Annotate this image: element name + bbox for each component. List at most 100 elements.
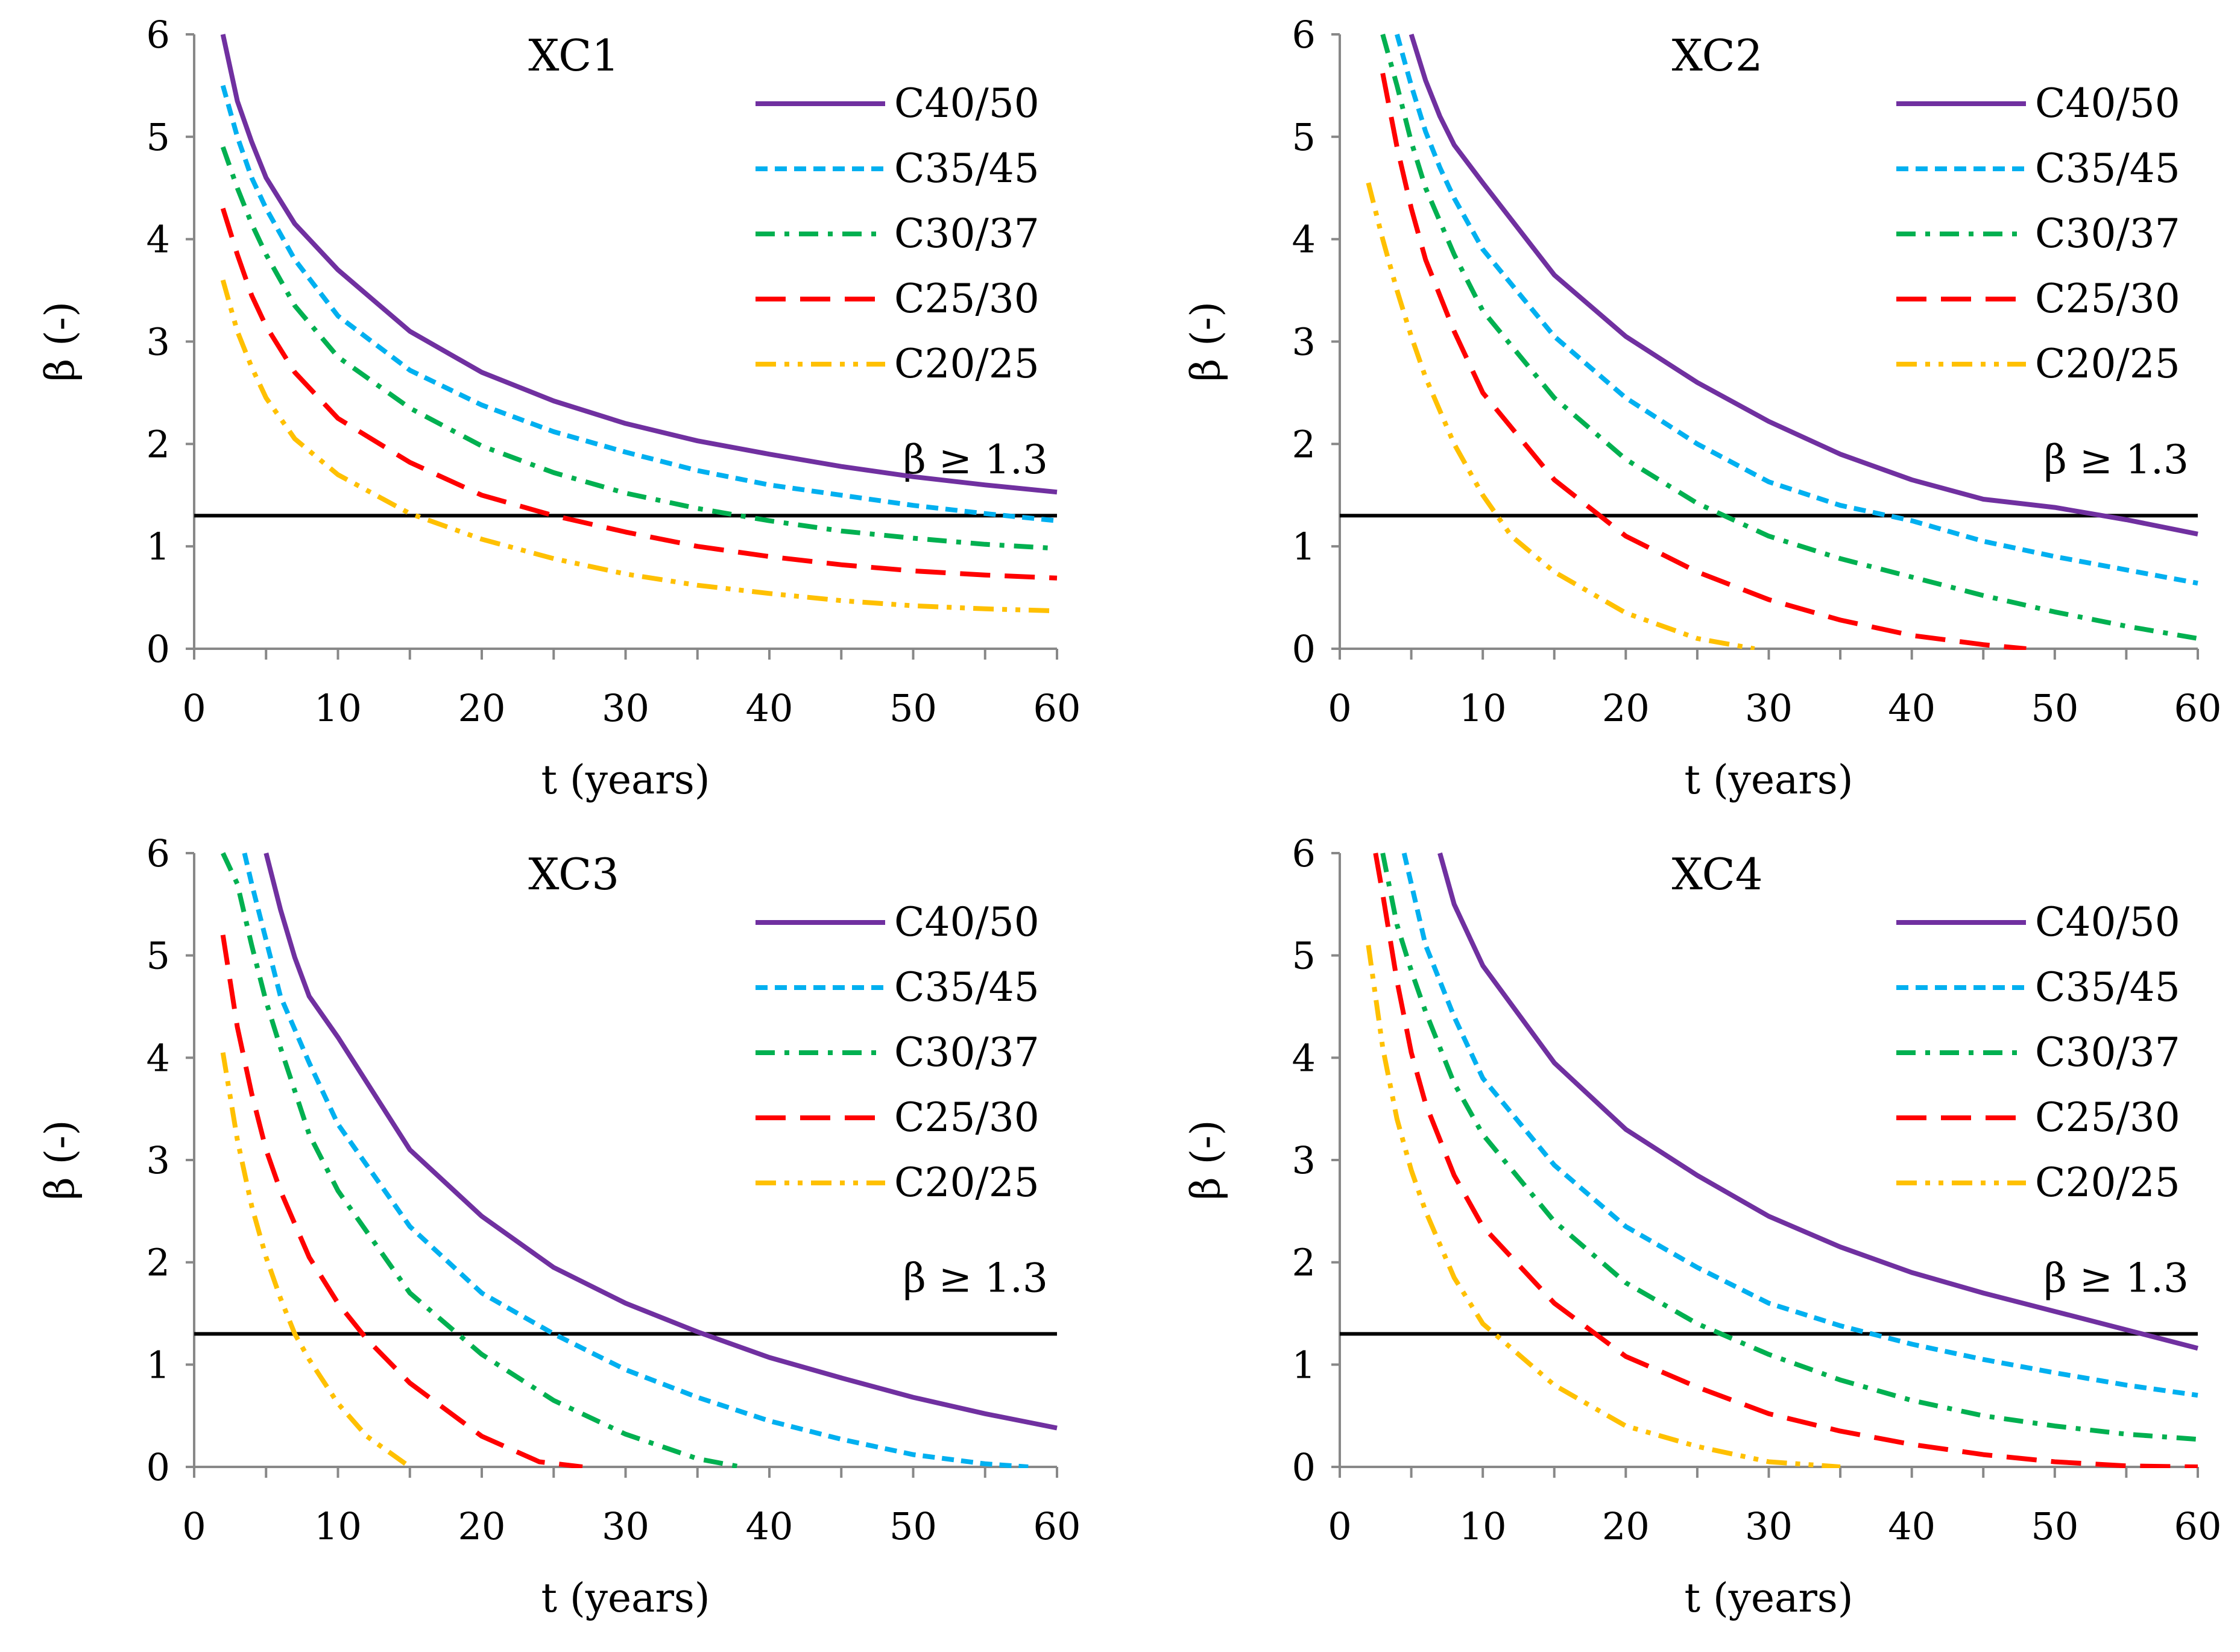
legend-label-c30-37: C30/37 xyxy=(894,1029,1040,1076)
legend-label-c40-50: C40/50 xyxy=(2035,899,2180,945)
series-line-c35-45 xyxy=(1395,33,2198,586)
y-tick-label: 1 xyxy=(1292,1343,1316,1387)
legend-label-c40-50: C40/50 xyxy=(894,899,1040,945)
y-tick-label: 5 xyxy=(1292,934,1316,978)
x-tick-label: 10 xyxy=(1459,686,1507,730)
y-tick-label: 2 xyxy=(147,1241,170,1285)
series-line-c20-25 xyxy=(1366,182,1755,650)
y-tick-label: 2 xyxy=(1292,1241,1316,1285)
threshold-label: β ≥ 1.3 xyxy=(2044,437,2189,483)
series-line-c35-45 xyxy=(1401,853,2198,1398)
series-line-c35-45 xyxy=(242,853,1029,1468)
series-line-c25-30 xyxy=(1380,72,2027,650)
threshold-label: β ≥ 1.3 xyxy=(2044,1255,2189,1301)
x-tick-label: 40 xyxy=(1888,1504,1936,1548)
x-tick-label: 10 xyxy=(314,1504,362,1548)
series-line-c25-30 xyxy=(220,935,583,1468)
x-axis-title: t (years) xyxy=(1684,1575,1853,1621)
y-tick-label: 3 xyxy=(147,320,170,364)
x-tick-label: 50 xyxy=(2031,1504,2078,1548)
series-line-c35-45 xyxy=(220,84,1058,523)
legend-label-c20-25: C20/25 xyxy=(894,1159,1040,1206)
legend-label-c40-50: C40/50 xyxy=(894,80,1040,127)
series-line-c30-37 xyxy=(1380,33,2198,641)
legend-label-c25-30: C25/30 xyxy=(894,1094,1040,1141)
x-tick-label: 50 xyxy=(889,686,937,730)
y-tick-label: 5 xyxy=(147,115,170,159)
x-tick-label: 30 xyxy=(602,686,649,730)
legend-label-c35-45: C35/45 xyxy=(2035,145,2180,192)
y-tick-label: 1 xyxy=(147,1343,170,1387)
y-axis-title: β (-) xyxy=(1182,1120,1229,1200)
x-tick-label: 10 xyxy=(314,686,362,730)
y-tick-label: 4 xyxy=(1292,218,1316,262)
panel-title: XC4 xyxy=(1672,849,1763,900)
series-line-c25-30 xyxy=(220,207,1058,581)
x-tick-label: 30 xyxy=(1745,1504,1793,1548)
legend-label-c30-37: C30/37 xyxy=(2035,210,2180,257)
series-line-c40-50 xyxy=(220,34,1058,495)
y-axis-title: β (-) xyxy=(37,1120,83,1200)
series-line-c30-37 xyxy=(220,146,1058,551)
x-tick-label: 50 xyxy=(889,1504,937,1548)
x-tick-label: 40 xyxy=(1888,686,1936,730)
legend-label-c20-25: C20/25 xyxy=(894,341,1040,387)
y-tick-label: 3 xyxy=(147,1138,170,1182)
y-tick-label: 0 xyxy=(147,627,170,671)
legend-label-c35-45: C35/45 xyxy=(894,964,1040,1010)
x-tick-label: 20 xyxy=(458,686,506,730)
x-tick-label: 60 xyxy=(1033,1504,1081,1548)
series-line-c40-50 xyxy=(263,853,1058,1431)
legend: C40/50 C35/45 C30/37 C25/30 C20/25 xyxy=(1896,899,2180,1206)
x-tick-label: 30 xyxy=(602,1504,649,1548)
y-tick-label: 0 xyxy=(147,1445,170,1489)
y-tick-label: 4 xyxy=(1292,1036,1316,1080)
x-tick-label: 60 xyxy=(1033,686,1081,730)
series-line-c40-50 xyxy=(1437,852,2198,1351)
y-tick-label: 4 xyxy=(147,218,170,262)
panel-title: XC1 xyxy=(528,30,619,81)
panel-title: XC2 xyxy=(1672,30,1763,81)
legend-label-c40-50: C40/50 xyxy=(2035,80,2180,127)
y-tick-label: 6 xyxy=(1292,13,1316,57)
x-tick-label: 20 xyxy=(1602,1504,1650,1548)
x-tick-label: 40 xyxy=(746,1504,793,1548)
y-tick-label: 5 xyxy=(147,934,170,978)
y-tick-label: 2 xyxy=(1292,422,1316,466)
x-tick-label: 50 xyxy=(2031,686,2078,730)
y-tick-label: 3 xyxy=(1292,1138,1316,1182)
x-tick-label: 0 xyxy=(1328,686,1351,730)
series-line-c40-50 xyxy=(1409,33,2198,537)
y-tick-label: 6 xyxy=(147,831,170,875)
y-axis-title: β (-) xyxy=(37,301,83,382)
y-tick-label: 2 xyxy=(147,422,170,466)
y-tick-label: 1 xyxy=(147,525,170,569)
y-tick-label: 0 xyxy=(1292,627,1316,671)
y-tick-label: 6 xyxy=(147,13,170,57)
y-tick-label: 0 xyxy=(1292,1445,1316,1489)
x-tick-label: 60 xyxy=(2174,1504,2222,1548)
legend-label-c25-30: C25/30 xyxy=(2035,276,2180,322)
x-tick-label: 20 xyxy=(1602,686,1650,730)
y-tick-label: 4 xyxy=(147,1036,170,1080)
x-tick-label: 40 xyxy=(746,686,793,730)
legend-label-c35-45: C35/45 xyxy=(2035,964,2180,1010)
x-tick-label: 60 xyxy=(2174,686,2222,730)
y-tick-label: 3 xyxy=(1292,320,1316,364)
series-line-c20-25 xyxy=(220,279,1058,614)
legend: C40/50 C35/45 C30/37 C25/30 C20/25 xyxy=(1896,80,2180,387)
legend-label-c20-25: C20/25 xyxy=(2035,341,2180,387)
x-axis-title: t (years) xyxy=(541,757,710,803)
x-tick-label: 30 xyxy=(1745,686,1793,730)
y-tick-label: 5 xyxy=(1292,115,1316,159)
legend-label-c35-45: C35/45 xyxy=(894,145,1040,192)
legend: C40/50 C35/45 C30/37 C25/30 C20/25 xyxy=(756,80,1040,387)
panel-title: XC3 xyxy=(528,849,619,900)
threshold-label: β ≥ 1.3 xyxy=(903,1255,1048,1301)
y-tick-label: 1 xyxy=(1292,525,1316,569)
